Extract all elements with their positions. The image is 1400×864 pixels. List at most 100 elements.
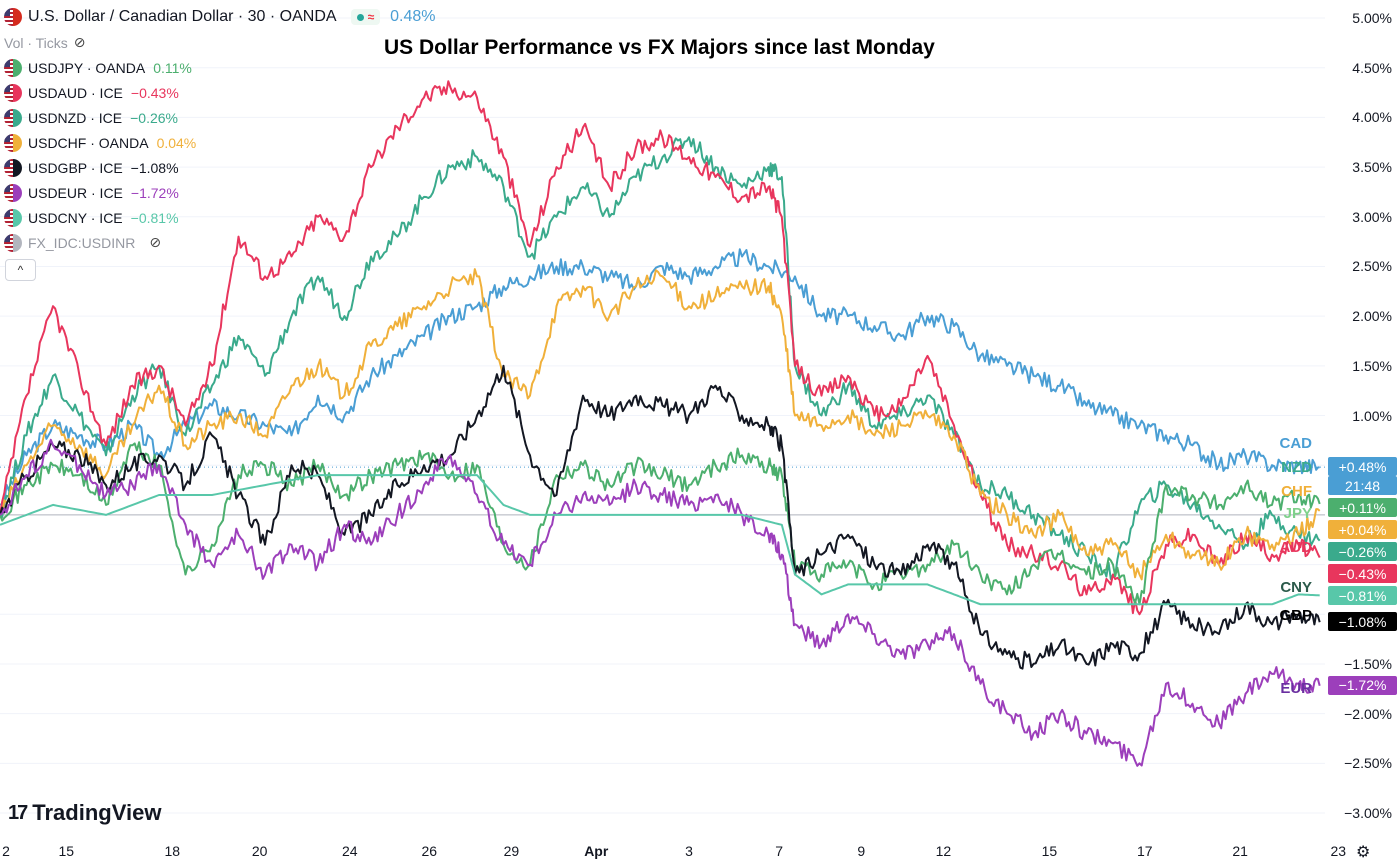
us-canada-flag-icon (4, 8, 22, 26)
series-line-usdcny[interactable] (0, 474, 1320, 606)
main-change-value: 0.48% (390, 8, 436, 25)
series-line-usdjpy[interactable] (0, 441, 1321, 606)
series-end-label: NZD (1281, 459, 1312, 477)
legend-symbol: USDJPY · OANDA (28, 59, 146, 76)
price-badge: −1.08% (1328, 612, 1397, 632)
currency-flag-icon (4, 183, 22, 202)
series-line-usdaud[interactable] (0, 80, 1321, 616)
series-line-usdchf[interactable] (0, 268, 1321, 581)
x-tick-label: 15 (1041, 843, 1058, 859)
x-tick-label: 26 (421, 843, 438, 859)
legend-main-row[interactable]: U.S. Dollar / Canadian Dollar · 30 · OAN… (4, 6, 442, 28)
legend-row[interactable]: FX_IDC:USDINR ⊘ (4, 230, 442, 255)
vol-label: Vol · Ticks (4, 34, 68, 51)
countdown-badge: 21:48 (1328, 476, 1397, 496)
legend-symbol: USDNZD · ICE (28, 109, 123, 126)
legend-value: −0.81% (130, 209, 179, 226)
x-tick-label: 29 (503, 843, 520, 859)
x-tick-label: 9 (857, 843, 866, 859)
legend-value: −0.43% (130, 84, 179, 101)
series-line-usdnzd[interactable] (0, 136, 1321, 580)
series-lines (0, 80, 1321, 767)
legend: U.S. Dollar / Canadian Dollar · 30 · OAN… (4, 6, 442, 255)
series-end-label: AUD (1279, 538, 1313, 556)
y-tick-label: 2.00% (1352, 308, 1392, 325)
x-tick-label: 18 (164, 843, 181, 859)
series-end-label: EUR (1280, 679, 1312, 697)
legend-row[interactable]: USDEUR · ICE −1.72% (4, 180, 442, 205)
approx-icon: ≈ (367, 10, 375, 24)
legend-symbol: USDAUD · ICE (28, 84, 123, 101)
legend-symbol: FX_IDC:USDINR (28, 234, 136, 251)
legend-symbol: USDGBP · ICE (28, 159, 123, 176)
legend-symbol: USDEUR · ICE (28, 184, 123, 201)
tradingview-logo[interactable]: 17 TradingView (8, 800, 161, 826)
chart-title: US Dollar Performance vs FX Majors since… (384, 36, 935, 59)
x-tick-label: 20 (251, 843, 268, 859)
legend-value: 0.11% (153, 59, 192, 76)
legend-row[interactable]: USDGBP · ICE −1.08% (4, 155, 442, 180)
legend-value: −1.08% (130, 159, 179, 176)
collapse-legend-button[interactable]: ^ (5, 259, 36, 281)
legend-value: 0.04% (156, 134, 197, 151)
price-badge: −0.43% (1328, 564, 1397, 584)
y-tick-label: −1.50% (1344, 655, 1392, 672)
legend-value: −1.72% (130, 184, 179, 201)
eye-hidden-icon[interactable]: ⊘ (149, 234, 162, 250)
series-line-usdeur[interactable] (0, 438, 1321, 767)
y-tick-label: −3.00% (1344, 805, 1392, 821)
tradingview-mark-icon: 17 (8, 801, 28, 824)
series-end-label: JPY (1283, 504, 1312, 522)
x-tick-label: 23 (1330, 843, 1347, 859)
legend-row[interactable]: USDAUD · ICE −0.43% (4, 80, 442, 105)
currency-flag-icon (4, 58, 22, 77)
x-tick-label: 12 (935, 843, 952, 859)
x-tick-label: 3 (685, 843, 693, 859)
legend-vol-row[interactable]: Vol · Ticks ⊘ (4, 30, 442, 55)
series-end-label: CNY (1280, 579, 1312, 597)
x-tick-label: 24 (342, 843, 358, 859)
series-line-usdcad[interactable] (0, 248, 1320, 506)
legend-row[interactable]: USDCNY · ICE −0.81% (4, 205, 442, 230)
legend-row[interactable]: USDNZD · ICE −0.26% (4, 105, 442, 130)
currency-flag-icon (4, 208, 22, 227)
settings-gear-icon[interactable]: ⚙ (1356, 844, 1371, 861)
grid-lines (0, 17, 1325, 814)
y-tick-label: 2.50% (1352, 258, 1392, 275)
eye-hidden-icon[interactable]: ⊘ (73, 34, 86, 50)
main-symbol-title: U.S. Dollar / Canadian Dollar · 30 · OAN… (28, 8, 337, 25)
legend-row[interactable]: USDCHF · OANDA 0.04% (4, 130, 442, 155)
x-tick-label: 15 (58, 843, 75, 859)
y-tick-label: 3.50% (1352, 159, 1392, 176)
y-tick-label: 4.00% (1352, 109, 1392, 126)
currency-flag-icon (4, 158, 22, 177)
price-badge: −0.81% (1328, 586, 1397, 606)
x-tick-label: 21 (1232, 843, 1248, 859)
y-tick-label: 1.00% (1352, 407, 1392, 424)
x-tick-label: Apr (584, 843, 609, 859)
series-end-label: CHF (1281, 482, 1312, 500)
x-tick-label: 17 (1137, 843, 1153, 859)
legend-row[interactable]: USDJPY · OANDA 0.11% (4, 55, 442, 80)
price-badge: +0.04% (1328, 520, 1397, 540)
currency-flag-icon (4, 83, 22, 102)
price-badge: +0.48% (1328, 457, 1397, 477)
price-badge: −1.72% (1328, 675, 1397, 695)
legend-symbol: USDCNY · ICE (28, 209, 123, 226)
legend-value: −0.26% (130, 109, 178, 126)
x-tick-label: 2 (2, 843, 10, 859)
y-tick-label: 4.50% (1352, 59, 1392, 76)
y-tick-label: −2.00% (1344, 705, 1392, 722)
currency-flag-icon (4, 108, 22, 127)
status-dot-icon (356, 13, 364, 21)
y-tick-label: −2.50% (1344, 755, 1392, 772)
y-tick-label: 3.00% (1352, 208, 1392, 225)
y-tick-label: 1.50% (1352, 357, 1392, 374)
legend-rows: USDJPY · OANDA 0.11% USDAUD · ICE −0.43% USD… (4, 55, 442, 255)
currency-flag-icon (4, 133, 22, 152)
market-status-pill[interactable]: ≈ (350, 9, 381, 25)
tradingview-name: TradingView (32, 800, 162, 825)
legend-symbol: USDCHF · OANDA (28, 134, 149, 151)
series-line-usdgbp[interactable] (0, 364, 1321, 670)
